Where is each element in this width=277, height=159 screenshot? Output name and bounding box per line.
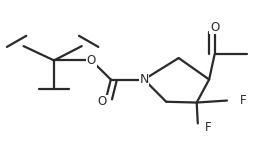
Text: O: O <box>87 54 96 67</box>
Text: O: O <box>210 21 219 34</box>
Text: F: F <box>205 121 212 135</box>
Text: N: N <box>139 73 149 86</box>
Text: F: F <box>240 94 246 107</box>
Text: O: O <box>98 95 107 108</box>
